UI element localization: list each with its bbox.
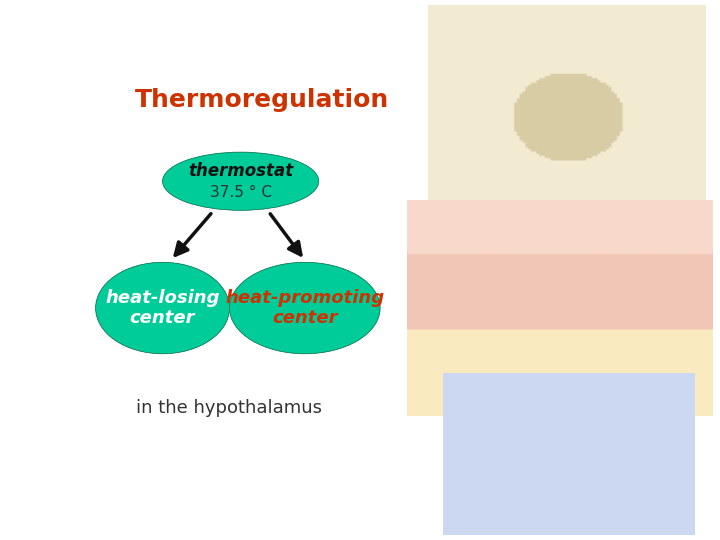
Ellipse shape <box>96 262 230 354</box>
Text: heat-promoting
center: heat-promoting center <box>225 289 384 327</box>
Text: heat-losing
center: heat-losing center <box>105 289 220 327</box>
Ellipse shape <box>163 152 319 211</box>
Text: 37.5 ° C: 37.5 ° C <box>210 185 271 200</box>
Ellipse shape <box>230 262 380 354</box>
Text: thermostat: thermostat <box>188 162 293 180</box>
Text: in the hypothalamus: in the hypothalamus <box>137 399 323 417</box>
Text: Thermoregulation: Thermoregulation <box>135 88 389 112</box>
